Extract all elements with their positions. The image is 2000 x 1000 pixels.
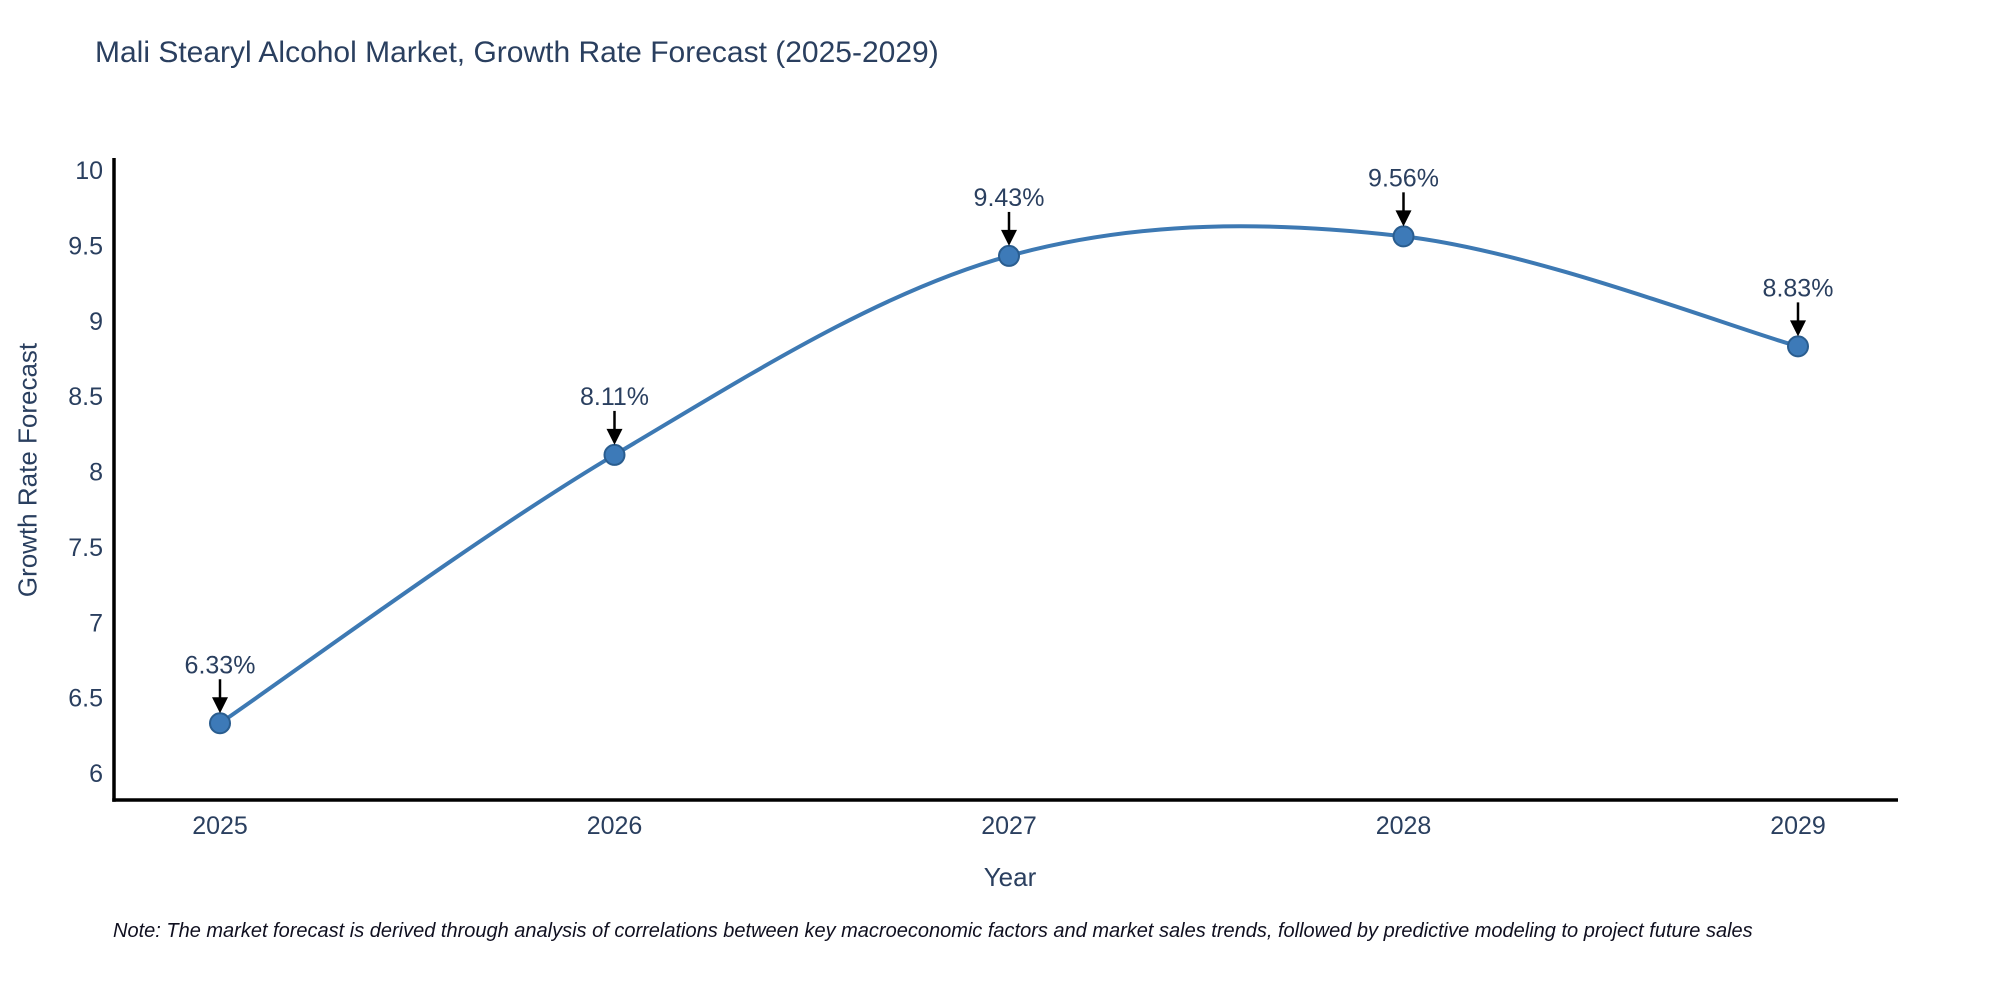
x-axis-title: Year: [983, 862, 1037, 892]
annotation-arrowhead-2029: [1790, 320, 1806, 337]
annotation-label-2026: 8.11%: [580, 383, 649, 411]
y-tick-label-6: 6: [89, 760, 103, 788]
y-tick-label-9: 9: [89, 308, 103, 336]
data-point-marker-2027: [998, 244, 1020, 267]
y-tick-label-9.5: 9.5: [68, 232, 103, 260]
x-tick-label-2029: 2029: [1770, 812, 1826, 840]
x-tick-label-2025: 2025: [192, 812, 248, 840]
annotation-label-2029: 8.83%: [1763, 274, 1834, 302]
annotation-arrowhead-2026: [606, 428, 623, 445]
annotation-arrowhead-2025: [212, 697, 228, 714]
data-point-marker-2029: [1787, 335, 1809, 358]
y-tick-label-8.5: 8.5: [68, 383, 103, 411]
trend-line: [218, 224, 1800, 726]
y-tick-label-6.5: 6.5: [68, 685, 103, 713]
y-tick-label-7: 7: [89, 609, 103, 637]
annotation-arrowhead-2028: [1395, 210, 1412, 227]
annotation-label-2025: 6.33%: [185, 651, 256, 679]
data-point-marker-2025: [209, 712, 231, 735]
data-point-marker-2026: [603, 443, 626, 466]
x-tick-label-2027: 2027: [981, 812, 1037, 840]
annotation-label-2028: 9.56%: [1368, 164, 1439, 192]
footnote-text: Note: The market forecast is derived thr…: [113, 920, 1753, 942]
data-point-marker-2028: [1392, 225, 1415, 248]
annotation-arrowhead-2027: [1001, 229, 1017, 246]
annotation-label-2027: 9.43%: [974, 184, 1045, 212]
chart-title: Mali Stearyl Alcohol Market, Growth Rate…: [95, 36, 939, 69]
x-tick-label-2028: 2028: [1376, 812, 1432, 840]
y-tick-label-7.5: 7.5: [68, 534, 103, 562]
y-tick-label-8: 8: [89, 459, 103, 487]
x-tick-label-2026: 2026: [587, 812, 643, 840]
y-tick-label-10: 10: [75, 157, 103, 185]
